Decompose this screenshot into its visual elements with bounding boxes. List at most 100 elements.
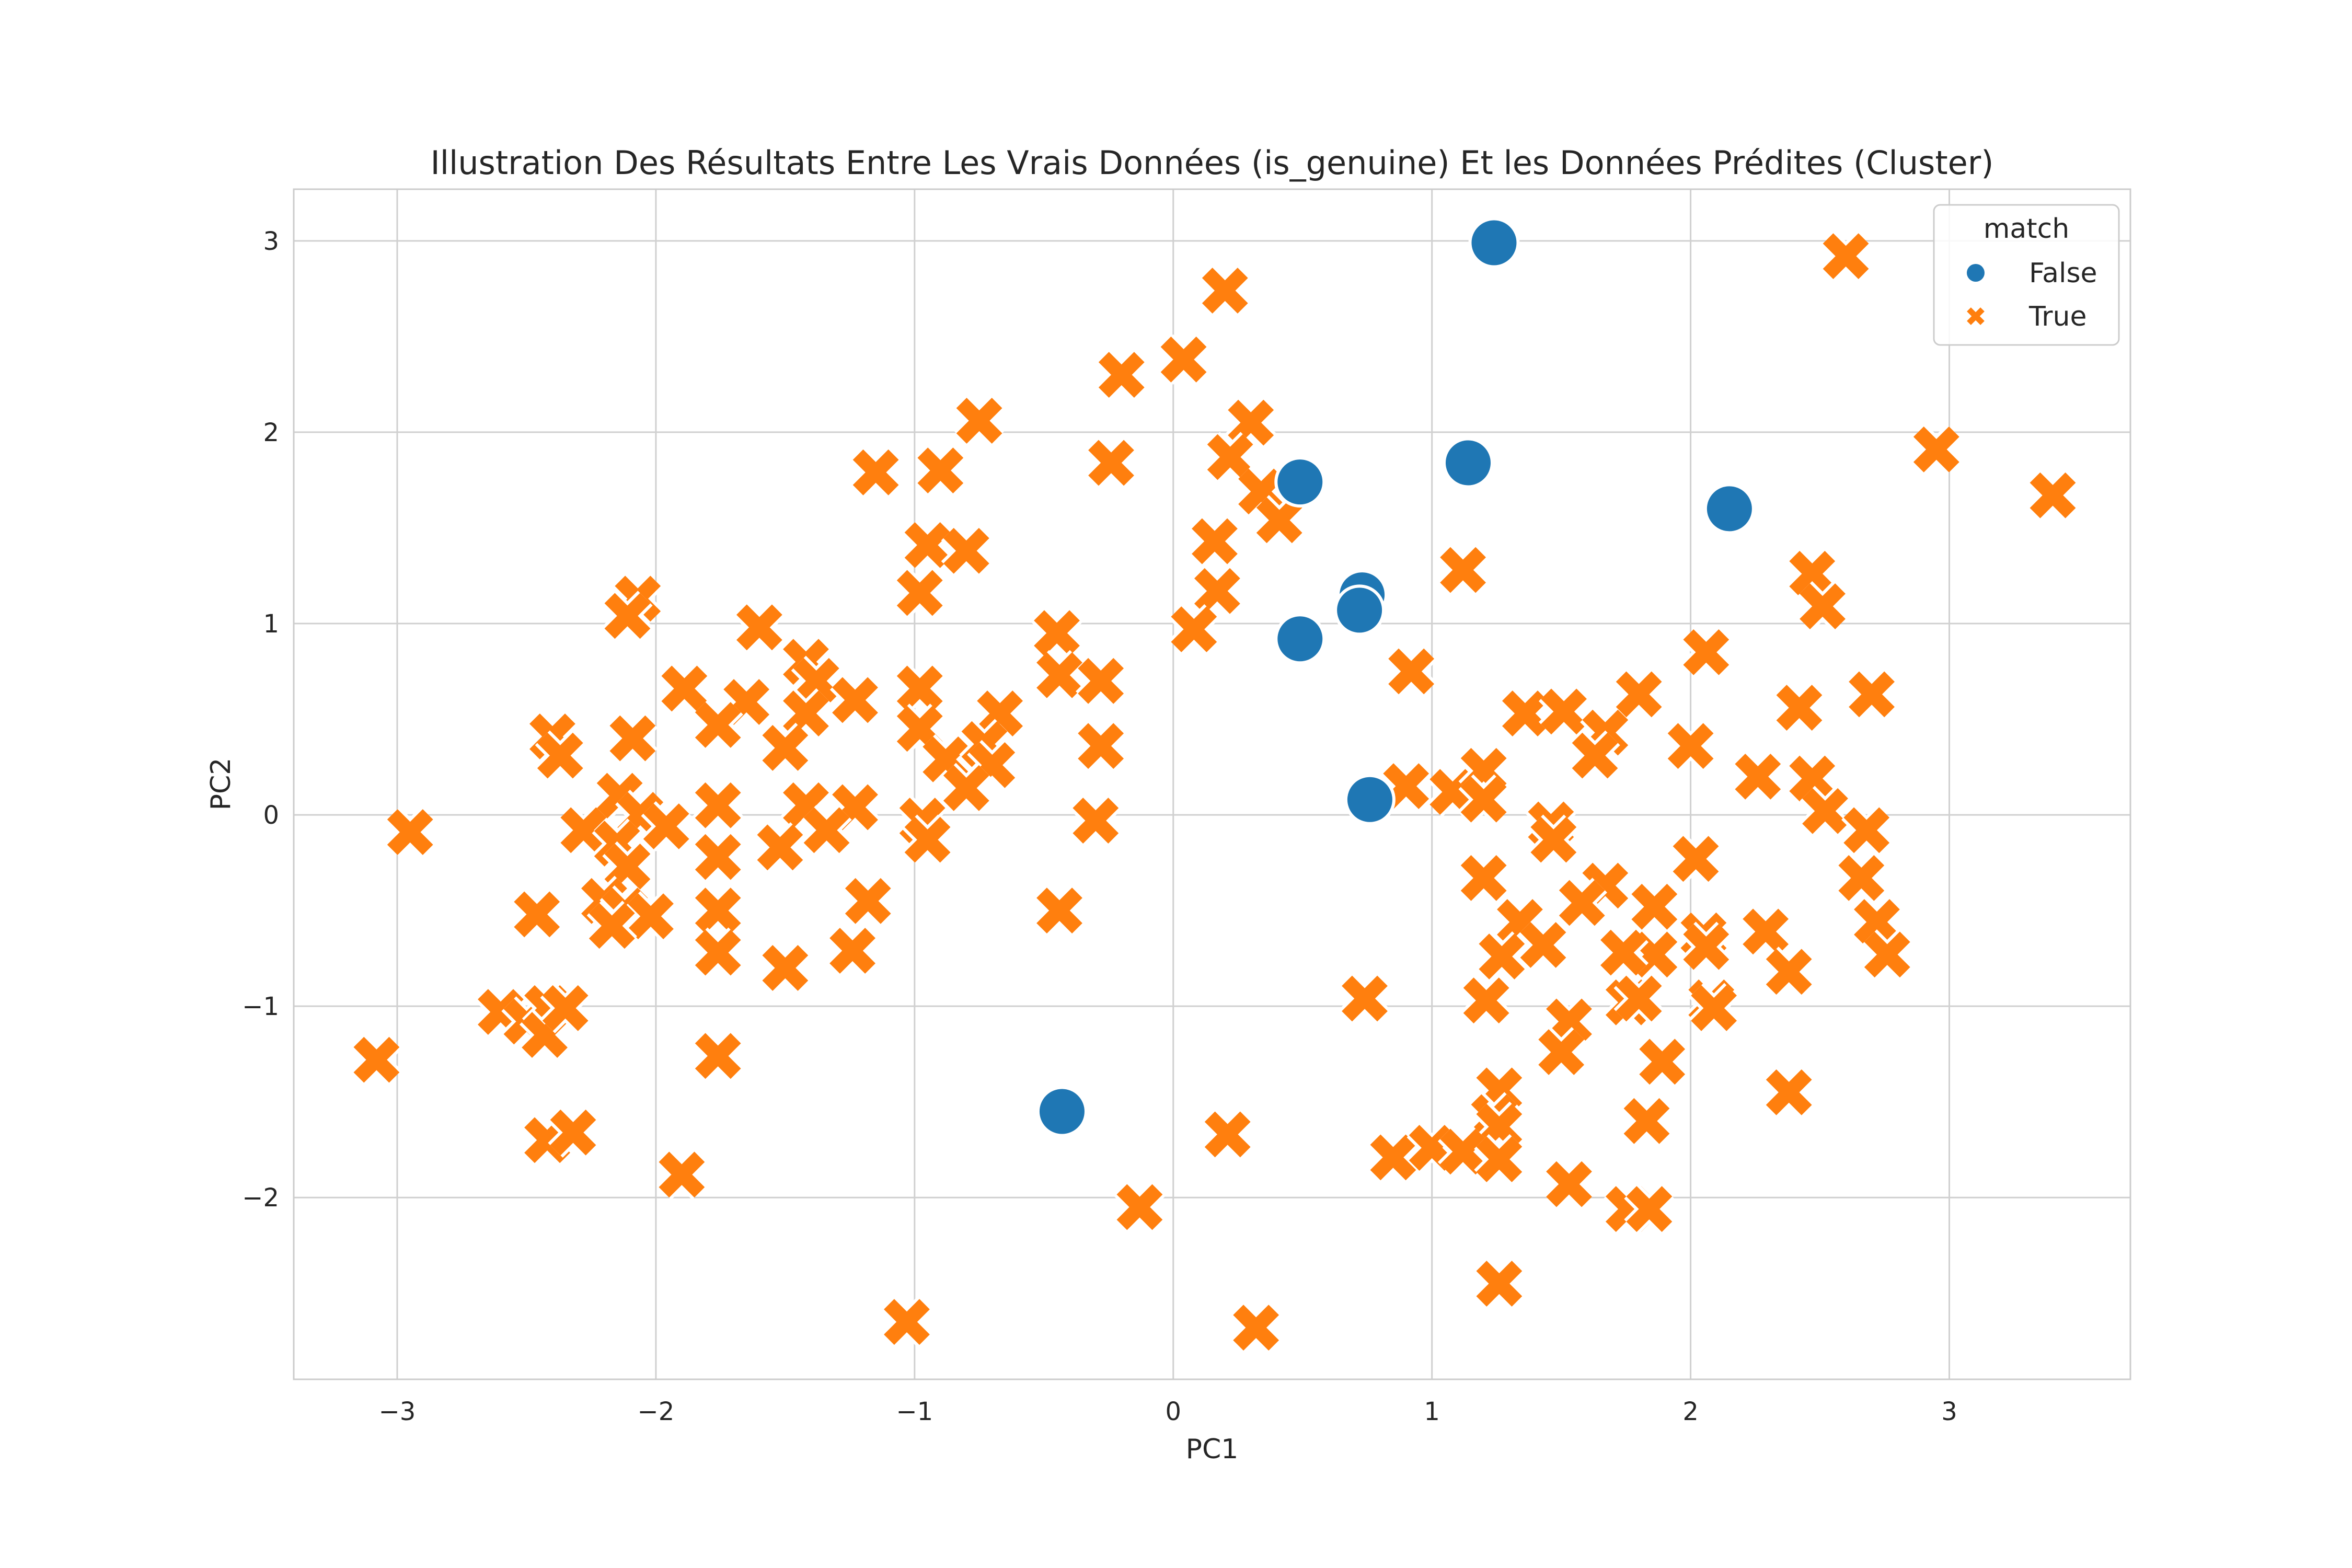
true-point <box>803 807 850 854</box>
true-point <box>2030 472 2076 518</box>
true-point <box>1802 788 1848 834</box>
true-point <box>884 1299 930 1345</box>
x-tick-label: 3 <box>1941 1397 1957 1426</box>
true-point <box>896 570 943 616</box>
false-point <box>1468 217 1520 269</box>
tick-labels: −3 −2 −1 0 1 2 3 −2 −1 0 1 2 3 <box>242 227 1957 1426</box>
true-point <box>695 1033 741 1079</box>
y-tick-label: 1 <box>263 609 279 639</box>
true-point <box>387 809 433 855</box>
true-point <box>1256 497 1302 544</box>
true-point <box>1502 690 1548 736</box>
true-point <box>852 449 899 495</box>
true-point <box>1463 977 1509 1024</box>
y-tick-label: −1 <box>242 992 279 1021</box>
true-point <box>1683 924 1730 970</box>
true-point <box>695 929 741 976</box>
legend-marker-false <box>1967 264 1985 282</box>
true-point <box>659 1151 705 1198</box>
x-tick-label: 2 <box>1682 1397 1699 1426</box>
true-point <box>1460 855 1507 901</box>
true-point <box>956 398 1002 444</box>
true-point <box>604 593 651 639</box>
true-point <box>845 878 891 924</box>
true-point <box>943 765 989 811</box>
y-tick-label: 0 <box>263 801 279 830</box>
true-point <box>1789 550 1836 597</box>
false-point <box>1442 437 1494 489</box>
legend-label-false: False <box>2029 258 2097 289</box>
true-point <box>1078 658 1124 704</box>
true-point <box>1673 836 1719 882</box>
true-point <box>832 677 878 723</box>
true-point <box>757 824 803 871</box>
false-point <box>1036 1086 1088 1137</box>
true-point <box>1546 1161 1592 1207</box>
true-point <box>661 665 708 712</box>
true-point <box>537 732 583 779</box>
true-point <box>1460 776 1507 823</box>
true-point <box>829 928 875 974</box>
true-point <box>1034 610 1080 656</box>
true-point <box>943 527 989 574</box>
legend-marker-true <box>1967 307 1985 325</box>
legend-label-true: True <box>2028 301 2086 332</box>
true-point <box>1849 671 1895 718</box>
true-point <box>1735 753 1781 800</box>
true-point <box>762 945 809 991</box>
x-tick-label: −3 <box>379 1397 416 1426</box>
x-tick-label: 1 <box>1424 1397 1440 1426</box>
data-points <box>351 217 2078 1353</box>
true-point <box>1683 629 1730 675</box>
true-point <box>353 1036 400 1083</box>
true-point <box>1202 268 1248 314</box>
true-point <box>1342 975 1388 1022</box>
chart-title: Illustration Des Résultats Entre Les Vra… <box>431 144 1994 182</box>
y-tick-label: −2 <box>242 1183 279 1213</box>
true-point <box>695 782 741 828</box>
true-point <box>1743 908 1789 955</box>
true-point <box>904 522 951 568</box>
x-tick-label: −2 <box>638 1397 675 1426</box>
true-point <box>1036 652 1082 698</box>
x-tick-label: −1 <box>896 1397 933 1426</box>
true-point <box>1204 1111 1251 1158</box>
true-point <box>1440 1128 1486 1175</box>
false-point <box>1274 456 1326 508</box>
true-point <box>1160 336 1207 383</box>
true-point <box>896 665 943 712</box>
true-point <box>1370 1134 1416 1181</box>
true-point <box>1192 518 1238 564</box>
true-point <box>1913 426 1959 472</box>
true-point <box>1476 1261 1523 1307</box>
true-point <box>1476 1136 1523 1182</box>
true-point <box>1623 1098 1670 1144</box>
true-point <box>1766 1069 1812 1115</box>
true-point <box>628 893 674 939</box>
true-point <box>1639 1039 1686 1085</box>
true-point <box>1559 880 1605 926</box>
false-point <box>1274 613 1326 665</box>
true-point <box>1776 685 1823 731</box>
true-point <box>1520 922 1566 968</box>
false-point <box>1334 584 1386 636</box>
true-point <box>1823 233 1869 280</box>
true-point <box>589 903 635 949</box>
true-point <box>1538 1029 1585 1075</box>
false-point <box>1344 774 1396 825</box>
y-tick-label: 3 <box>263 227 279 256</box>
true-point <box>1530 816 1577 863</box>
true-point <box>1116 1184 1163 1230</box>
true-point <box>1207 434 1253 480</box>
true-point <box>1073 798 1119 844</box>
true-point <box>1479 933 1525 979</box>
true-point <box>1233 1305 1279 1351</box>
true-point <box>1194 568 1240 614</box>
x-axis-label: PC1 <box>1186 1434 1239 1465</box>
false-point <box>1703 483 1755 535</box>
true-point <box>1789 755 1836 802</box>
true-point <box>695 834 741 880</box>
true-point <box>1600 929 1646 976</box>
true-point <box>514 891 560 938</box>
